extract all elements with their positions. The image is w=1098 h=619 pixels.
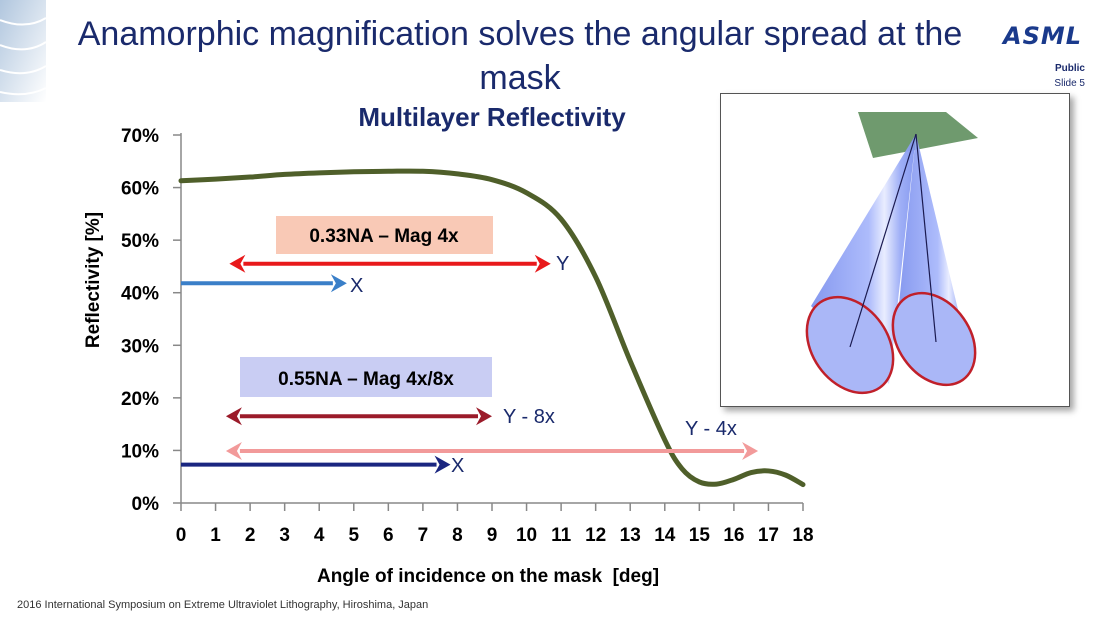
mask-plate <box>858 112 978 158</box>
arrow-head <box>229 254 246 273</box>
arrow-033-y <box>229 254 551 273</box>
x-tick-label: 1 <box>210 525 221 546</box>
arrow-head <box>225 441 242 460</box>
x-tick-label: 4 <box>314 525 325 546</box>
chart-title: Multilayer Reflectivity <box>358 102 626 132</box>
y-tick-label: 40% <box>121 284 159 305</box>
reflectivity-curve <box>178 168 806 488</box>
y-tick-label: 0% <box>132 494 160 515</box>
x-tick-label: 11 <box>551 525 572 546</box>
arrow-head <box>330 274 347 293</box>
x-tick-label: 2 <box>245 525 256 546</box>
cone-illustration <box>805 112 978 395</box>
y-tick-label: 30% <box>121 336 159 357</box>
arrow-033-x-label: X <box>350 275 363 297</box>
classification-label: Public <box>1054 63 1085 74</box>
corner-decoration <box>0 0 47 102</box>
label-033na-box <box>276 216 493 254</box>
y-tick-label: 70% <box>121 126 159 147</box>
x-tick-label: 9 <box>487 525 498 546</box>
x-tick-label: 14 <box>654 525 676 546</box>
x-tick-label: 16 <box>723 525 744 546</box>
x-tick-group: 0 1 2 3 4 5 6 7 8 9 10 11 12 13 14 15 16 17 18 <box>176 503 814 546</box>
x-tick-label: 12 <box>585 525 606 546</box>
chief-ray-left <box>849 133 917 348</box>
arrow-055-x-label: X <box>451 455 464 477</box>
arrow-head <box>742 441 759 460</box>
cone-right-base <box>891 291 977 387</box>
label-033na: 0.33NA – Mag 4x <box>309 226 459 247</box>
x-tick-label: 10 <box>516 525 537 546</box>
arrow-head <box>225 407 242 426</box>
cone-illustration-inset <box>720 93 1070 407</box>
arrow-033-y-label: Y <box>556 253 569 275</box>
footer-citation: 2016 International Symposium on Extreme … <box>17 599 429 611</box>
x-axis-label: Angle of incidence on the mask [deg] <box>317 566 659 587</box>
y-tick-label: 20% <box>121 389 159 410</box>
x-tick-label: 13 <box>620 525 641 546</box>
x-tick-label: 17 <box>758 525 779 546</box>
x-tick-label: 15 <box>689 525 711 546</box>
arrow-055-y4x-label: Y - 4x <box>685 418 737 440</box>
x-tick-label: 8 <box>452 525 463 546</box>
arrow-055-x <box>181 455 451 474</box>
y-tick-label: 60% <box>121 179 159 200</box>
x-tick-label: 6 <box>383 525 394 546</box>
arrow-055-y8x <box>225 407 492 426</box>
x-tick-label: 18 <box>792 525 813 546</box>
label-055na-box <box>240 357 492 397</box>
x-tick-label: 5 <box>348 525 359 546</box>
chief-ray-right <box>915 133 937 343</box>
arrow-head <box>534 254 551 273</box>
arrow-033-x <box>181 274 347 293</box>
slide-title: Anamorphic magnification solves the angu… <box>77 15 963 97</box>
x-tick-label: 3 <box>279 525 290 546</box>
arrow-head <box>434 455 451 474</box>
y-tick-label: 50% <box>121 231 159 252</box>
asml-logo: ASML <box>1003 22 1083 50</box>
y-tick-label: 10% <box>121 441 159 462</box>
x-tick-label: 7 <box>418 525 429 546</box>
arrow-055-y8x-label: Y - 8x <box>503 406 555 428</box>
arrow-055-y4x <box>225 441 759 460</box>
label-055na: 0.55NA – Mag 4x/8x <box>278 369 454 390</box>
y-axis-label: Reflectivity [%] <box>83 212 104 348</box>
arrow-head <box>476 407 492 426</box>
slide-number: Slide 5 <box>1054 78 1085 89</box>
y-tick-group: 0% 10% 20% 30% 40% 50% 60% 70% <box>121 126 181 515</box>
x-tick-label: 0 <box>176 525 187 546</box>
